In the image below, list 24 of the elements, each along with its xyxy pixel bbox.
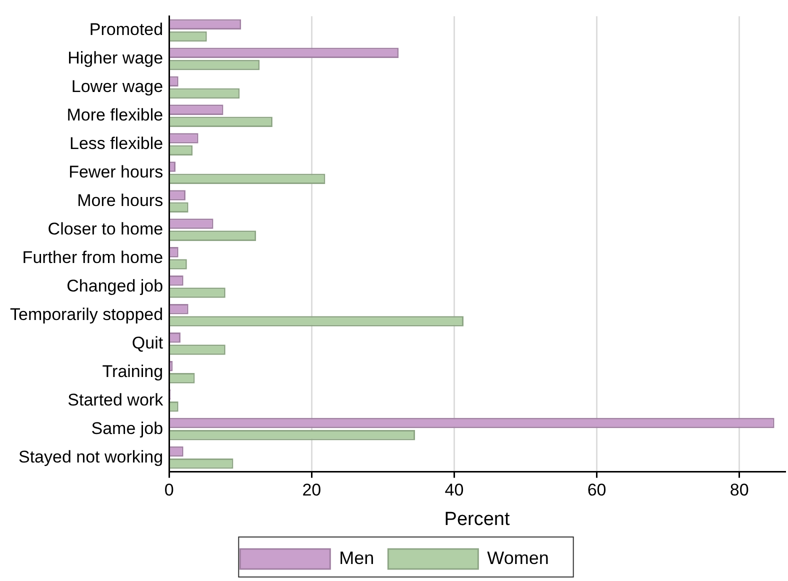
y-tick-label: Further from home: [22, 248, 164, 267]
x-tick-label: 80: [730, 480, 749, 500]
x-axis-title: Percent: [444, 508, 510, 530]
x-tick-label: 40: [444, 480, 464, 500]
y-tick-label: More hours: [77, 190, 164, 210]
legend-label: Men: [339, 548, 374, 568]
y-tick-label: Lower wage: [71, 77, 164, 96]
y-tick-label: Stayed not working: [18, 447, 164, 466]
y-tick-label: Temporarily stopped: [10, 304, 164, 324]
y-tick-label: Higher wage: [68, 48, 164, 68]
y-tick-label: Promoted: [89, 20, 164, 40]
x-tick-label: 60: [587, 480, 606, 500]
y-tick-label: Closer to home: [48, 219, 164, 238]
y-tick-label: More flexible: [66, 106, 164, 125]
y-tick-label: Less flexible: [70, 134, 164, 154]
y-tick-label: Started work: [68, 390, 164, 410]
x-tick-label: 20: [302, 480, 322, 500]
y-tick-label: Fewer hours: [68, 162, 164, 182]
y-tick-label: Same job: [91, 418, 164, 438]
y-tick-label: Quit: [132, 333, 164, 352]
legend-label: Women: [487, 548, 549, 568]
x-tick-label: 0: [164, 480, 174, 500]
y-tick-label: Changed job: [66, 276, 164, 296]
y-tick-label: Training: [102, 362, 164, 381]
